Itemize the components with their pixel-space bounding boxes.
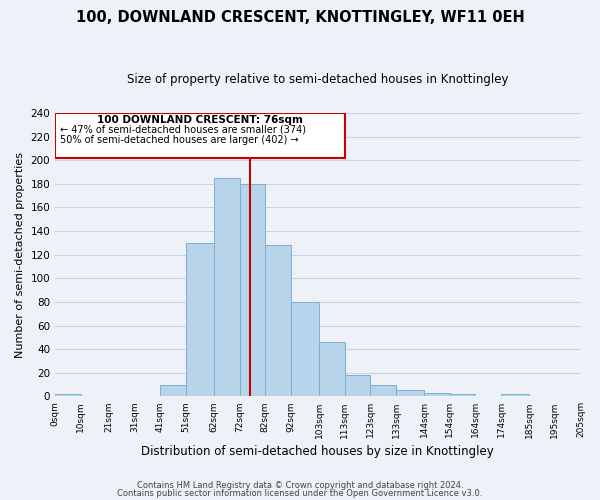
Bar [319,342,345,396]
Text: Contains public sector information licensed under the Open Government Licence v3: Contains public sector information licen… [118,488,482,498]
Text: ← 47% of semi-detached houses are smaller (374): ← 47% of semi-detached houses are smalle… [60,125,306,135]
X-axis label: Distribution of semi-detached houses by size in Knottingley: Distribution of semi-detached houses by … [142,444,494,458]
Text: 50% of semi-detached houses are larger (402) →: 50% of semi-detached houses are larger (… [60,136,299,145]
Y-axis label: Number of semi-detached properties: Number of semi-detached properties [15,152,25,358]
Text: 100 DOWNLAND CRESCENT: 76sqm: 100 DOWNLAND CRESCENT: 76sqm [97,116,303,126]
Bar [214,178,239,396]
Text: 100, DOWNLAND CRESCENT, KNOTTINGLEY, WF11 0EH: 100, DOWNLAND CRESCENT, KNOTTINGLEY, WF1… [76,10,524,25]
Bar [424,393,450,396]
Text: Contains HM Land Registry data © Crown copyright and database right 2024.: Contains HM Land Registry data © Crown c… [137,481,463,490]
Bar [396,390,424,396]
Bar [160,384,186,396]
Bar [370,384,396,396]
Bar [55,394,81,396]
Bar [501,394,529,396]
Bar [239,184,265,396]
Bar [265,245,291,396]
Bar [345,375,370,396]
Title: Size of property relative to semi-detached houses in Knottingley: Size of property relative to semi-detach… [127,72,509,86]
FancyBboxPatch shape [55,113,345,158]
Bar [450,394,475,396]
Bar [291,302,319,396]
Bar [186,243,214,396]
